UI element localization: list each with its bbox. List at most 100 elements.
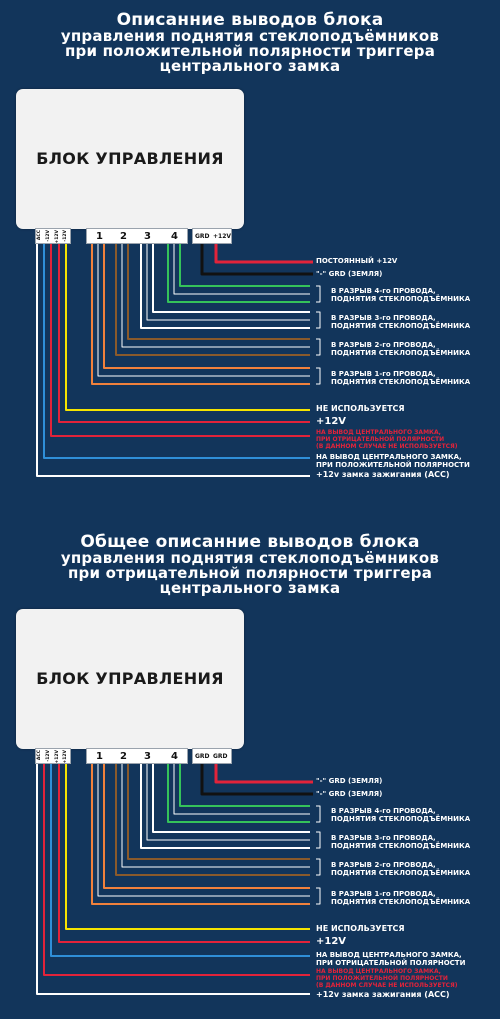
pin-label: 4 bbox=[171, 231, 178, 242]
wire-label-4: В РАЗРЫВ 4-го ПРОВОДА, ПОДНЯТИЯ СТЕКЛОПО… bbox=[331, 287, 470, 303]
label-line: (В ДАННОМ СЛУЧАЕ НЕ ИСПОЛЬЗУЕТСЯ) bbox=[316, 982, 458, 989]
pin-label: 4 bbox=[171, 751, 178, 762]
wire-2-bracket bbox=[316, 858, 321, 876]
label-line: В РАЗРЫВ 2-го ПРОВОДА, bbox=[331, 341, 436, 349]
pin-label: +12V bbox=[55, 750, 60, 764]
pin-label: GRD bbox=[195, 753, 210, 760]
wire-4-bracket bbox=[316, 805, 321, 823]
red-wire bbox=[214, 764, 313, 784]
label-line: В РАЗРЫВ 1-го ПРОВОДА, bbox=[331, 370, 436, 378]
wire-label-red: НА ВЫВОД ЦЕНТРАЛЬНОГО ЗАМКА, ПРИ ПОЛОЖИТ… bbox=[316, 968, 457, 989]
wire-2-stripe bbox=[121, 244, 310, 348]
title-line: при отрицательной полярности триггера bbox=[67, 564, 433, 582]
wire-label-top1: ПОСТОЯННЫЙ +12V bbox=[316, 257, 398, 265]
pin-label: +12V bbox=[213, 233, 232, 240]
wire-4-stripe bbox=[173, 244, 310, 295]
pin-label: GRD bbox=[213, 753, 228, 760]
title-line: управления поднятия стеклоподъёмников bbox=[60, 27, 440, 45]
pin-label: -12V bbox=[46, 230, 51, 242]
wire-4-stripe bbox=[173, 764, 310, 815]
window-connector: 1 2 3 4 bbox=[86, 228, 188, 244]
acc-wire bbox=[36, 764, 310, 995]
wire-2-a bbox=[127, 764, 310, 860]
wire-label-acc: +12v замка зажигания (АСС) bbox=[316, 470, 450, 479]
title-line: центрального замка bbox=[159, 579, 341, 597]
label-line: ПОДНЯТИЯ СТЕКЛОПОДЪЁМНИКА bbox=[331, 322, 471, 330]
wire-3-b bbox=[140, 764, 310, 849]
wire-label-blue: НА ВЫВОД ЦЕНТРАЛЬНОГО ЗАМКА, ПРИ ОТРИЦАТ… bbox=[316, 951, 465, 967]
wire-2-b bbox=[115, 764, 310, 876]
wire-label-unused: НЕ ИСПОЛЬЗУЕТСЯ bbox=[316, 404, 405, 413]
label-line: ПРИ ПОЛОЖИТЕЛЬНОЙ ПОЛЯРНОСТИ bbox=[316, 975, 448, 982]
wire-2-b bbox=[115, 244, 310, 356]
label-line: В РАЗРЫВ 2-го ПРОВОДА, bbox=[331, 861, 436, 869]
yellow-wire bbox=[65, 764, 310, 930]
title-line: управления поднятия стеклоподъёмников bbox=[60, 549, 440, 567]
wire-4-b bbox=[167, 244, 310, 303]
label-line: НА ВЫВОД ЦЕНТРАЛЬНОГО ЗАМКА, bbox=[316, 429, 441, 436]
wire-1-bracket bbox=[316, 367, 321, 385]
wire-label-top2: "-" GRD (ЗЕМЛЯ) bbox=[316, 790, 383, 798]
label-line: В РАЗРЫВ 3-го ПРОВОДА, bbox=[331, 834, 436, 842]
pin-label: 3 bbox=[144, 231, 151, 242]
lock-wire-b bbox=[43, 244, 310, 459]
pin-label: 1 bbox=[96, 751, 103, 762]
label-line: ПОДНЯТИЯ СТЕКЛОПОДЪЁМНИКА bbox=[331, 349, 471, 357]
wire-label-1: В РАЗРЫВ 1-го ПРОВОДА, ПОДНЯТИЯ СТЕКЛОПО… bbox=[331, 890, 470, 906]
lock-wire-b bbox=[43, 764, 310, 976]
label-line: НА ВЫВОД ЦЕНТРАЛЬНОГО ЗАМКА, bbox=[316, 951, 462, 959]
wire-1-bracket bbox=[316, 887, 321, 905]
wire-3-stripe bbox=[146, 244, 310, 321]
pin-label: GRD bbox=[195, 233, 210, 240]
wire-3-a bbox=[152, 244, 310, 313]
wire-label-plus12: +12V bbox=[316, 416, 347, 427]
label-line: ПОДНЯТИЯ СТЕКЛОПОДЪЁМНИКА bbox=[331, 842, 471, 850]
pin-label: 3 bbox=[144, 751, 151, 762]
wire-2-bracket bbox=[316, 338, 321, 356]
label-line: В РАЗРЫВ 3-го ПРОВОДА, bbox=[331, 314, 436, 322]
pin-label: +12V bbox=[63, 750, 68, 764]
label-line: ПРИ ПОЛОЖИТЕЛЬНОЙ ПОЛЯРНОСТИ bbox=[316, 461, 470, 469]
label-line: ПОДНЯТИЯ СТЕКЛОПОДЪЁМНИКА bbox=[331, 869, 471, 877]
power-connector: GRD GRD bbox=[192, 748, 232, 764]
wire-1-a bbox=[103, 244, 310, 369]
yellow-wire bbox=[65, 244, 310, 411]
wire-label-2: В РАЗРЫВ 2-го ПРОВОДА, ПОДНЯТИЯ СТЕКЛОПО… bbox=[331, 341, 470, 357]
acc-wire bbox=[36, 244, 310, 477]
wire-3-bracket bbox=[316, 831, 321, 849]
title-line: центрального замка bbox=[159, 57, 341, 75]
pin-label: 1 bbox=[96, 231, 103, 242]
wire-label-4: В РАЗРЫВ 4-го ПРОВОДА, ПОДНЯТИЯ СТЕКЛОПО… bbox=[331, 807, 470, 823]
wire-label-unused: НЕ ИСПОЛЬЗУЕТСЯ bbox=[316, 924, 405, 933]
wire-1-b bbox=[91, 244, 310, 385]
pin-label: 2 bbox=[120, 231, 127, 242]
wire-label-top2: "-" GRD (ЗЕМЛЯ) bbox=[316, 270, 383, 278]
label-line: В РАЗРЫВ 1-го ПРОВОДА, bbox=[331, 890, 436, 898]
wire-3-a bbox=[152, 764, 310, 833]
plus12-wire bbox=[58, 244, 310, 423]
label-line: ПРИ ОТРИЦАТЕЛЬНОЙ ПОЛЯРНОСТИ bbox=[316, 436, 445, 443]
wire-label-top1: "-" GRD (ЗЕМЛЯ) bbox=[316, 777, 383, 785]
wire-2-a bbox=[127, 244, 310, 340]
wire-3-stripe bbox=[146, 764, 310, 841]
label-line: ПРИ ОТРИЦАТЕЛЬНОЙ ПОЛЯРНОСТИ bbox=[316, 959, 466, 967]
label-line: ПОДНЯТИЯ СТЕКЛОПОДЪЁМНИКА bbox=[331, 378, 471, 386]
wire-4-b bbox=[167, 764, 310, 823]
lock-wire-a bbox=[50, 244, 310, 437]
title-line: Общее описанние выводов блока bbox=[80, 532, 420, 552]
title-line: Описанние выводов блока bbox=[116, 10, 384, 30]
diagram-2-title: Общее описанние выводов блока управления… bbox=[0, 534, 500, 596]
label-line: НА ВЫВОД ЦЕНТРАЛЬНОГО ЗАМКА, bbox=[316, 968, 441, 975]
wire-label-3: В РАЗРЫВ 3-го ПРОВОДА, ПОДНЯТИЯ СТЕКЛОПО… bbox=[331, 314, 470, 330]
power-connector: GRD +12V bbox=[192, 228, 232, 244]
wire-label-plus12: +12V bbox=[316, 936, 347, 947]
window-connector: 1 2 3 4 bbox=[86, 748, 188, 764]
wire-1-a bbox=[103, 764, 310, 889]
label-line: В РАЗРЫВ 4-го ПРОВОДА, bbox=[331, 287, 436, 295]
pin-label: ACC bbox=[37, 230, 42, 241]
plus12-wire bbox=[58, 764, 310, 943]
label-line: ПОДНЯТИЯ СТЕКЛОПОДЪЁМНИКА bbox=[331, 815, 471, 823]
diagram-1-title: Описанние выводов блока управления подня… bbox=[0, 12, 500, 74]
wire-3-b bbox=[140, 244, 310, 329]
